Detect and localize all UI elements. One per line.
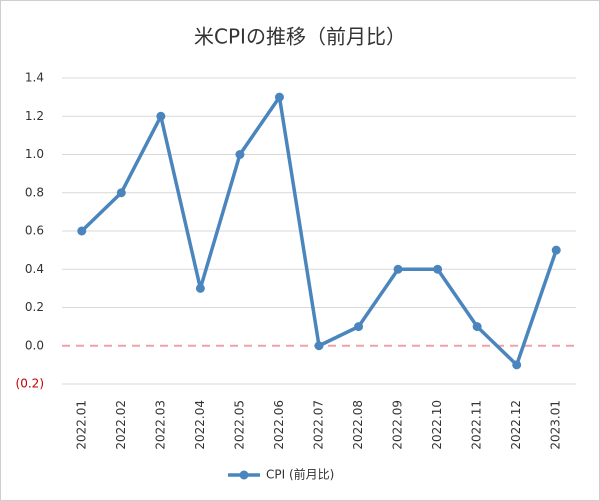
data-point <box>354 322 364 332</box>
y-tick-label: 0.8 <box>25 185 44 199</box>
x-tick-label: 2023.01 <box>549 400 563 450</box>
x-tick-label: 2022.02 <box>114 400 128 450</box>
y-tick-label: 1.0 <box>25 147 44 161</box>
y-tick-label: 0.2 <box>25 300 44 314</box>
data-point <box>235 150 245 159</box>
x-tick-label: 2022.07 <box>312 400 326 450</box>
data-point <box>77 226 87 236</box>
data-point <box>433 264 443 274</box>
x-tick-label: 2022.11 <box>470 400 484 450</box>
chart-title: 米CPIの推移（前月比） <box>194 25 406 49</box>
legend-label: CPI (前月比) <box>266 467 334 482</box>
legend-marker <box>239 470 249 480</box>
x-tick-label: 2022.10 <box>430 400 444 450</box>
y-tick-label: 0.4 <box>25 262 44 276</box>
data-point <box>156 111 166 121</box>
data-point <box>472 322 482 332</box>
x-tick-label: 2022.12 <box>509 400 523 450</box>
data-point <box>274 92 284 102</box>
x-tick-label: 2022.09 <box>391 400 405 450</box>
x-tick-label: 2022.08 <box>351 400 365 450</box>
data-point <box>314 341 324 351</box>
x-tick-label: 2022.04 <box>193 400 207 450</box>
x-tick-label: 2022.01 <box>74 400 88 450</box>
y-tick-label: 1.4 <box>25 71 44 85</box>
x-tick-label: 2022.03 <box>153 400 167 450</box>
data-point <box>195 283 205 293</box>
x-tick-label: 2022.05 <box>232 400 246 450</box>
y-tick-label: 1.2 <box>25 109 44 123</box>
x-tick-label: 2022.06 <box>272 400 286 450</box>
data-point <box>551 245 561 255</box>
data-point <box>116 188 126 198</box>
data-point <box>512 360 522 370</box>
y-tick-label: 0.0 <box>25 338 44 352</box>
y-tick-label: 0.6 <box>25 224 44 238</box>
data-point <box>393 264 403 274</box>
y-tick-label: (0.2) <box>16 377 44 391</box>
